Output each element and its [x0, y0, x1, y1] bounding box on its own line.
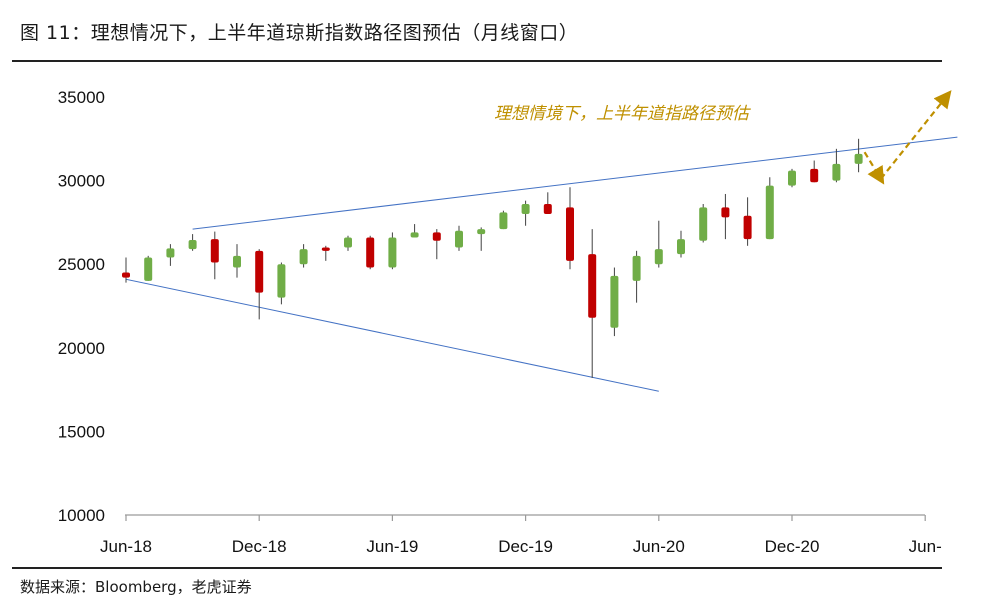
candle-2020-01	[543, 192, 552, 215]
candle-2019-10	[477, 227, 486, 251]
x-tick-label: Jun-18	[100, 537, 152, 556]
candle-body	[388, 237, 397, 268]
axes: 35000 30000 25000 20000 15000 10000 Jun-18 Dec-…	[58, 88, 942, 556]
candle-2021-02	[832, 148, 841, 183]
candle-2020-02	[566, 187, 574, 270]
candle-2019-11	[499, 210, 508, 230]
candle-body	[255, 250, 264, 293]
candle-body	[122, 272, 130, 278]
candle-2019-03	[321, 245, 330, 261]
candle-body	[699, 207, 708, 241]
candle-body	[588, 254, 597, 318]
candle-body	[499, 212, 508, 230]
candle-2019-12	[521, 200, 530, 226]
trendlines	[125, 136, 958, 392]
projection-segment	[863, 151, 885, 185]
candle-2018-09	[188, 234, 197, 251]
candle-2020-08	[699, 204, 708, 243]
candle-2018-12	[255, 249, 264, 320]
projection-annotation: 理想情境下，上半年道指路径预估	[494, 104, 751, 124]
candle-2021-03	[854, 138, 863, 173]
candle-body	[166, 248, 175, 258]
candle-body	[321, 247, 330, 251]
source-note: 数据来源：Bloomberg，老虎证券	[20, 578, 252, 596]
candle-body	[477, 229, 486, 235]
candle-2019-07	[410, 224, 419, 238]
candles	[122, 138, 863, 378]
candle-body	[233, 255, 241, 268]
candle-2018-07	[144, 255, 153, 281]
candle-body	[366, 237, 375, 268]
candle-2021-01	[810, 160, 819, 183]
candle-body	[632, 255, 641, 281]
candle-body	[455, 230, 463, 248]
y-tick-label: 25000	[58, 255, 105, 274]
candle-2020-03	[588, 229, 597, 378]
candle-body	[854, 153, 863, 164]
x-tick-label: Jun-19	[366, 537, 418, 556]
candle-body	[677, 239, 685, 255]
projection-segment	[879, 90, 952, 180]
candle-2020-07	[677, 230, 685, 258]
projection-path	[863, 90, 952, 185]
candle-body	[432, 232, 441, 241]
x-tick-label: Dec-19	[498, 537, 553, 556]
x-tick-label: Dec-20	[765, 537, 820, 556]
y-tick-label: 20000	[58, 339, 105, 358]
candle-2020-09	[721, 193, 730, 240]
candle-body	[765, 185, 774, 240]
candle-2019-06	[388, 232, 397, 270]
candle-2019-08	[432, 229, 441, 260]
candle-2018-10	[210, 231, 219, 280]
candle-body	[344, 237, 352, 248]
candle-body	[788, 170, 796, 186]
candle-2018-08	[166, 244, 175, 266]
candle-2018-06	[122, 257, 130, 283]
y-tick-label: 15000	[58, 422, 105, 441]
candle-2019-05	[366, 235, 375, 270]
candle-2020-05	[632, 250, 641, 303]
candle-body	[832, 163, 841, 181]
candle-body	[566, 207, 574, 261]
candle-body	[210, 239, 219, 263]
candle-body	[543, 204, 552, 215]
candle-2020-12	[788, 168, 796, 188]
candle-2018-11	[233, 244, 241, 278]
candle-2019-04	[344, 235, 352, 251]
candle-body	[743, 215, 752, 240]
y-tick-label: 35000	[58, 88, 105, 107]
top-rule	[12, 60, 942, 62]
candle-body	[610, 275, 619, 328]
candle-2019-01	[277, 262, 286, 305]
candle-2019-09	[455, 225, 463, 251]
x-tick-label: Jun-20	[633, 537, 685, 556]
candle-body	[521, 204, 530, 215]
y-tick-label: 10000	[58, 506, 105, 525]
candle-2020-10	[743, 197, 752, 246]
x-tick-label: Dec-18	[232, 537, 287, 556]
candle-body	[654, 249, 663, 265]
candle-2019-02	[299, 244, 308, 268]
candle-2020-04	[610, 267, 619, 337]
candle-body	[810, 168, 819, 183]
candle-2020-06	[654, 220, 663, 268]
candle-body	[277, 264, 286, 298]
trendline-lower	[125, 278, 659, 392]
y-tick-label: 30000	[58, 172, 105, 191]
bottom-rule	[12, 567, 942, 569]
candle-body	[188, 239, 197, 250]
candle-body	[721, 207, 730, 218]
candle-body	[144, 257, 153, 281]
trendline-upper	[192, 136, 958, 230]
figure-title: 图 11：理想情况下，上半年道琼斯指数路径图预估（月线窗口）	[20, 22, 579, 44]
candle-body	[410, 232, 419, 238]
candle-2020-11	[765, 177, 774, 240]
x-tick-label: Jun-	[909, 537, 942, 556]
candle-body	[299, 249, 308, 265]
